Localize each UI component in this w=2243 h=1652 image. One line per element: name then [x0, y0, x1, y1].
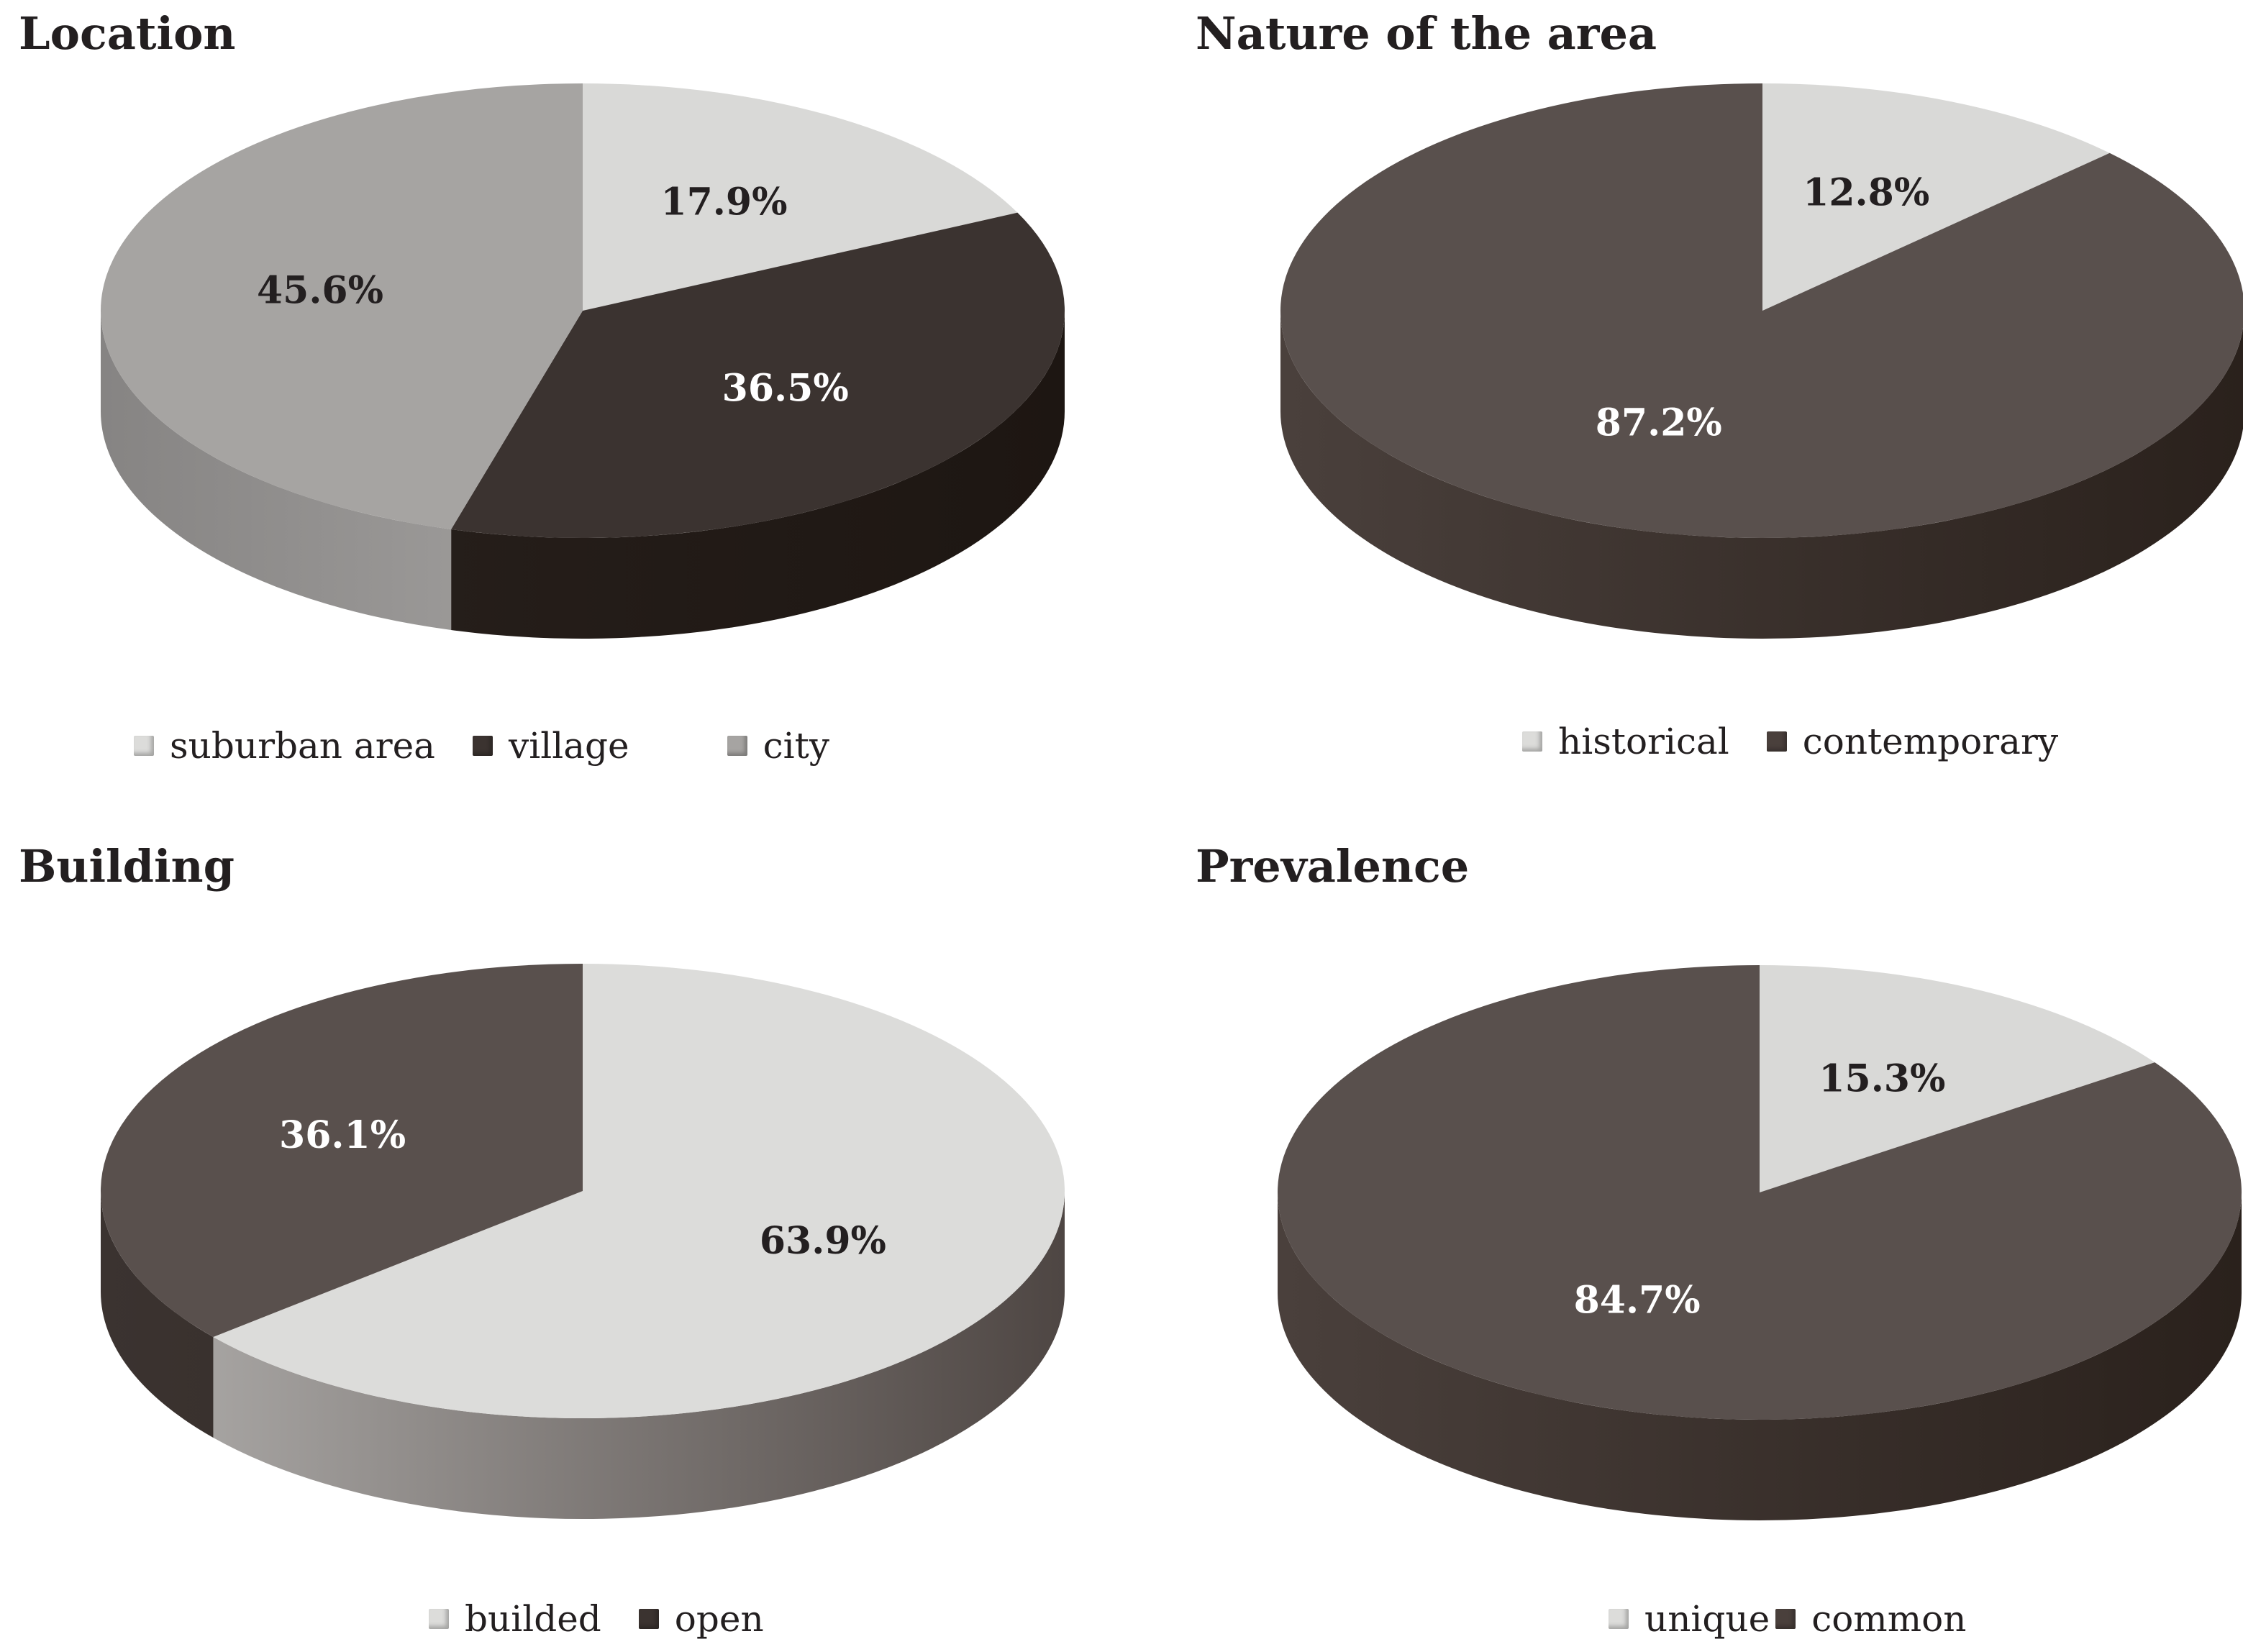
legend-swatch	[1522, 731, 1542, 752]
legend-swatch	[727, 736, 747, 756]
pie-side-village	[451, 311, 1065, 639]
pie-side-common	[1278, 1192, 2242, 1520]
legend-swatch	[1775, 1609, 1796, 1629]
chart-title: Location	[19, 7, 236, 60]
data-label-open: 36.1%	[279, 1113, 406, 1157]
data-label-common: 84.7%	[1574, 1279, 1701, 1323]
legend-swatch	[473, 736, 493, 756]
pie-slice-city	[100, 83, 583, 530]
data-label-contemporary: 87.2%	[1596, 401, 1722, 444]
legend-item-builded: builded	[429, 1598, 601, 1640]
legend-label: builded	[465, 1598, 601, 1640]
chart-panel-nature-of-the-area: Nature of the area 12.8% 87.2% historical…	[1180, 0, 2243, 826]
legend-item-contemporary: contemporary	[1766, 721, 2059, 762]
legend-item-suburban-area: suburban area	[134, 725, 435, 767]
chart-legend: historical contemporary	[1503, 721, 2077, 762]
legend-item-unique: unique	[1609, 1598, 1770, 1640]
legend-swatch	[134, 736, 154, 756]
legend-label: open	[674, 1598, 764, 1640]
chart-title: Building	[19, 840, 235, 893]
pie-slice-builded	[213, 964, 1065, 1418]
pie-slice-historical	[1762, 83, 2110, 311]
pie-slice-open	[101, 964, 583, 1337]
pie-chart-prevalence: 15.3% 84.7%	[1278, 965, 2242, 1520]
pie-side-city	[101, 311, 452, 631]
legend-label: village	[509, 725, 629, 767]
legend-swatch	[429, 1609, 449, 1629]
legend-label: suburban area	[170, 725, 435, 767]
legend-swatch	[1609, 1609, 1629, 1629]
legend-label: contemporary	[1802, 721, 2059, 762]
legend-item-common: common	[1775, 1598, 1966, 1640]
chart-panel-location: Location 17.9% 36.5% 45.6% suburban area v…	[0, 0, 1122, 826]
data-label-city: 45.6%	[257, 269, 383, 313]
data-label-builded: 63.9%	[760, 1219, 886, 1263]
chart-legend: unique common	[1590, 1598, 1985, 1640]
pie-side-builded	[213, 1191, 1065, 1519]
legend-label: unique	[1644, 1598, 1770, 1640]
legend-swatch	[1766, 731, 1787, 752]
legend-swatch	[638, 1609, 659, 1629]
pie-slice-suburban-area	[583, 83, 1018, 311]
pie-slice-common	[1278, 965, 2242, 1420]
chart-legend: suburban area village city	[115, 725, 848, 767]
pie-chart-nature-of-the-area: 12.8% 87.2%	[1280, 83, 2243, 639]
data-label-unique: 15.3%	[1819, 1057, 1945, 1100]
pie-slice-unique	[1760, 965, 2155, 1192]
pie-side-open	[101, 1191, 214, 1438]
data-label-historical: 12.8%	[1803, 171, 1929, 215]
chart-panel-prevalence: Prevalence 15.3% 84.7% unique common	[1180, 826, 2243, 1651]
pie-slice-village	[451, 212, 1065, 538]
legend-item-city: city	[727, 725, 829, 767]
data-label-village: 36.5%	[722, 367, 849, 411]
chart-title: Prevalence	[1196, 840, 1470, 893]
legend-item-village: village	[473, 725, 629, 767]
legend-label: common	[1811, 1598, 1967, 1640]
pie-chart-location: 17.9% 36.5% 45.6%	[100, 83, 1065, 639]
legend-item-historical: historical	[1522, 721, 1729, 762]
legend-item-open: open	[638, 1598, 764, 1640]
data-label-suburban-area: 17.9%	[660, 180, 787, 224]
chart-legend: builded open	[410, 1598, 783, 1640]
pie-side-contemporary	[1280, 311, 2243, 639]
chart-panel-building: Building 63.9% 36.1% builded open	[0, 826, 1122, 1651]
legend-label: historical	[1558, 721, 1729, 762]
pie-slice-contemporary	[1280, 83, 2243, 538]
chart-title: Nature of the area	[1196, 7, 1657, 60]
pie-chart-building: 63.9% 36.1%	[101, 964, 1065, 1519]
legend-label: city	[763, 725, 829, 767]
